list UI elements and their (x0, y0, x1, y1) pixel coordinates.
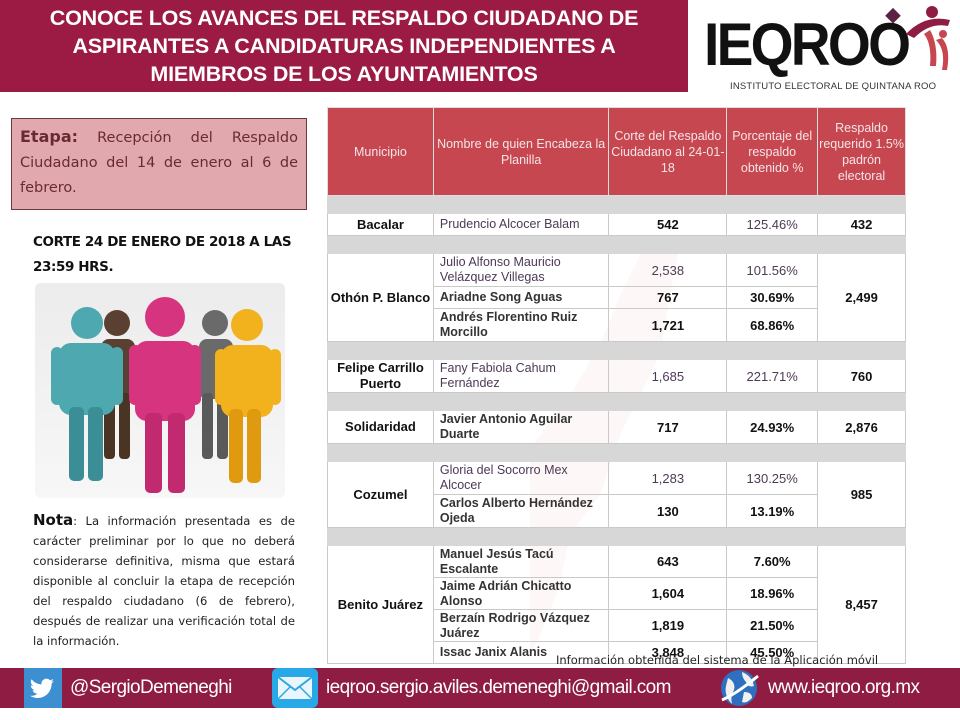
table-separator (327, 195, 906, 214)
table-row: Jaime Adrián Chicatto Alonso 1,604 18.96… (328, 577, 906, 610)
header-corte: Corte del Respaldo Ciudadano al 24-01-18 (608, 107, 728, 196)
website-url: www.ieqroo.org.mx (768, 677, 920, 698)
etapa-label: Etapa: (20, 127, 79, 146)
etapa-box: Etapa: Recepción del Respaldo Ciudadano … (11, 118, 307, 210)
porcentaje-cell: 30.69% (726, 286, 819, 309)
source-note: Información obtenida del sistema de la A… (556, 653, 879, 667)
table-row: Carlos Alberto Hernández Ojeda 130 13.19… (328, 494, 906, 528)
table-separator (327, 527, 906, 546)
footer-bar: @SergioDemeneghi ieqroo.sergio.aviles.de… (0, 668, 960, 708)
table-row: Berzaín Rodrigo Vázquez Juárez 1,819 21.… (328, 609, 906, 642)
porcentaje-cell: 125.46% (726, 213, 819, 236)
requerido-cell: 760 (817, 359, 906, 393)
corte-cell: 767 (608, 286, 728, 309)
nombre-cell: Jaime Adrián Chicatto Alonso (432, 577, 610, 610)
nota-text-block: Nota: La información presentada es de ca… (33, 510, 295, 651)
corte-cell: 1,283 (608, 461, 728, 495)
table-separator (327, 341, 906, 360)
corte-cell: 1,721 (608, 308, 728, 342)
corte-date: CORTE 24 DE ENERO DE 2018 A LAS 23:59 HR… (33, 234, 292, 275)
porcentaje-cell: 68.86% (726, 308, 819, 342)
corte-cell: 542 (608, 213, 728, 236)
etapa-text: Recepción del Respaldo Ciudadano del 14 … (20, 130, 298, 196)
nombre-cell: Prudencio Alcocer Balam (432, 213, 610, 236)
nombre-cell: Carlos Alberto Hernández Ojeda (432, 494, 610, 528)
twitter-handle: @SergioDemeneghi (70, 677, 232, 698)
porcentaje-cell: 13.19% (726, 494, 819, 528)
porcentaje-cell: 24.93% (726, 410, 819, 444)
nota-label: Nota (33, 511, 74, 529)
requerido-cell: 2,499 (817, 253, 906, 342)
table-row: Cozumel Gloria del Socorro Mex Alcocer 1… (327, 461, 906, 528)
ieqroo-logo: IEQROO INSTITUTO ELECTORAL DE QUINTANA R… (700, 4, 955, 94)
header-requerido: Respaldo requerido 1.5% padrón electoral (817, 107, 906, 196)
porcentaje-cell: 45.50% (726, 641, 819, 664)
porcentaje-cell: 130.25% (726, 461, 819, 495)
email-icon (272, 668, 318, 708)
nombre-cell: Fany Fabiola Cahum Fernández (432, 359, 610, 393)
corte-cell: 2,538 (608, 253, 728, 287)
table-row: Bacalar Prudencio Alcocer Balam 542 125.… (327, 213, 906, 236)
title-banner: CONOCE LOS AVANCES DEL RESPALDO CIUDADAN… (0, 0, 688, 92)
municipio-cell: Solidaridad (327, 410, 434, 444)
municipio-cell: Othón P. Blanco (327, 253, 434, 342)
logo-wordmark: IEQROO (704, 11, 911, 78)
people-icon (51, 297, 281, 493)
nombre-cell: Berzaín Rodrigo Vázquez Juárez (432, 609, 610, 642)
porcentaje-cell: 7.60% (726, 545, 819, 578)
logo-subtitle: INSTITUTO ELECTORAL DE QUINTANA ROO (730, 81, 937, 92)
table-row: Othón P. Blanco Julio Alfonso Mauricio V… (327, 253, 906, 342)
requerido-cell: 432 (817, 213, 906, 236)
page-title: CONOCE LOS AVANCES DEL RESPALDO CIUDADAN… (49, 6, 639, 86)
nombre-cell: Issac Janix Alanis (432, 641, 610, 664)
globe-icon (718, 666, 760, 710)
twitter-icon (24, 668, 62, 708)
corte-cell: 1,685 (608, 359, 728, 393)
nombre-cell: Andrés Florentino Ruiz Morcillo (432, 308, 610, 342)
requerido-cell: 2,876 (817, 410, 906, 444)
email-address: ieqroo.sergio.aviles.demeneghi@gmail.com (326, 677, 671, 698)
corte-cell: 1,819 (608, 609, 728, 642)
table-separator (327, 392, 906, 411)
porcentaje-cell: 18.96% (726, 577, 819, 610)
nombre-cell: Julio Alfonso Mauricio Velázquez Villega… (432, 253, 610, 287)
header-nombre: Nombre de quien Encabeza la Planilla (432, 107, 610, 196)
municipio-cell: Bacalar (327, 213, 434, 236)
nombre-cell: Ariadne Song Aguas (432, 286, 610, 309)
table-separator (327, 443, 906, 462)
table-separator (327, 235, 906, 254)
corte-cell: 3,848 (608, 641, 728, 664)
municipio-cell: Cozumel (327, 461, 434, 528)
municipio-cell: Felipe Carrillo Puerto (327, 359, 434, 393)
twitter-contact[interactable]: @SergioDemeneghi (24, 668, 232, 708)
logo-people-icon (885, 6, 950, 70)
table-header-row: Municipio Nombre de quien Encabeza la Pl… (327, 107, 906, 196)
table-row: Ariadne Song Aguas 767 30.69% (328, 286, 906, 309)
porcentaje-cell: 101.56% (726, 253, 819, 287)
porcentaje-cell: 21.50% (726, 609, 819, 642)
municipio-cell: Benito Juárez (327, 545, 434, 664)
corte-cell: 130 (608, 494, 728, 528)
email-contact[interactable]: ieqroo.sergio.aviles.demeneghi@gmail.com (272, 668, 671, 708)
corte-cell: 1,604 (608, 577, 728, 610)
people-illustration (35, 283, 285, 498)
table-row: Benito Juárez Manuel Jesús Tacú Escalant… (327, 545, 906, 664)
nombre-cell: Javier Antonio Aguilar Duarte (432, 410, 610, 444)
table-row: Issac Janix Alanis 3,848 45.50% (328, 641, 906, 664)
header-municipio: Municipio (327, 107, 434, 196)
header-porcentaje: Porcentaje del respaldo obtenido % (726, 107, 819, 196)
table-row: Felipe Carrillo Puerto Fany Fabiola Cahu… (327, 359, 906, 393)
nombre-cell: Manuel Jesús Tacú Escalante (432, 545, 610, 578)
corte-cell: 643 (608, 545, 728, 578)
table-row: Solidaridad Javier Antonio Aguilar Duart… (327, 410, 906, 444)
requerido-cell: 8,457 (817, 545, 906, 664)
requerido-cell: 985 (817, 461, 906, 528)
nombre-cell: Gloria del Socorro Mex Alcocer (432, 461, 610, 495)
website-link[interactable]: www.ieqroo.org.mx (718, 666, 920, 710)
corte-cell: 717 (608, 410, 728, 444)
porcentaje-cell: 221.71% (726, 359, 819, 393)
nota-text: : La información presentada es de caráct… (33, 514, 295, 648)
respaldo-table: Municipio Nombre de quien Encabeza la Pl… (327, 107, 906, 664)
